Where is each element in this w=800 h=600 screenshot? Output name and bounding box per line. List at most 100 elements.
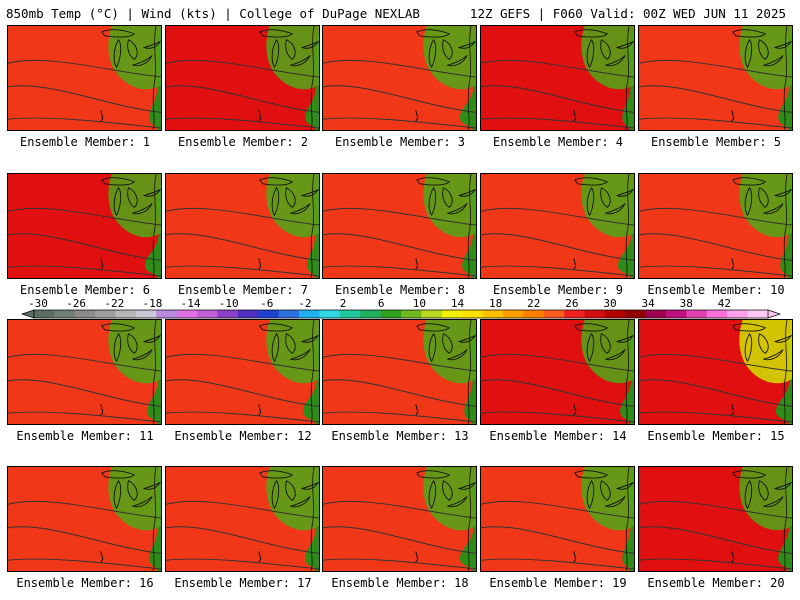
- colorbar-swatch: [360, 310, 381, 318]
- temperature-map: [639, 174, 792, 278]
- colorbar-swatch: [95, 310, 116, 318]
- colorbar-swatch: [339, 310, 361, 318]
- ensemble-member-label: Ensemble Member: 6: [19, 283, 151, 297]
- ensemble-map-panel: [322, 25, 477, 131]
- temperature-map: [639, 26, 792, 130]
- colorbar-swatch: [380, 310, 402, 318]
- temperature-map: [323, 174, 476, 278]
- ensemble-member-label: Ensemble Member: 20: [647, 576, 785, 590]
- colorbar-tick-label: -14: [181, 298, 201, 310]
- colorbar-tick-label: 34: [642, 298, 656, 310]
- ensemble-member-label: Ensemble Member: 12: [174, 429, 312, 443]
- ensemble-member-label: Ensemble Member: 18: [331, 576, 469, 590]
- colorbar-swatch: [115, 310, 137, 318]
- colorbar-swatch: [54, 310, 76, 318]
- colorbar-swatch: [74, 310, 96, 318]
- colorbar-swatch: [543, 310, 565, 318]
- ensemble-member-label: Ensemble Member: 19: [489, 576, 627, 590]
- temperature-map: [8, 26, 161, 130]
- colorbar-swatch: [747, 310, 769, 318]
- colorbar-tick-label: 6: [378, 298, 385, 310]
- ensemble-map-panel: [322, 466, 477, 572]
- temperature-map: [481, 174, 634, 278]
- temperature-map: [323, 26, 476, 130]
- temperature-map: [481, 26, 634, 130]
- temperature-map: [481, 320, 634, 424]
- colorbar-tick-label: -2: [298, 298, 311, 310]
- ensemble-member-label: Ensemble Member: 2: [177, 135, 309, 149]
- ensemble-member-label: Ensemble Member: 17: [174, 576, 312, 590]
- ensemble-member-label: Ensemble Member: 3: [334, 135, 466, 149]
- temperature-map: [323, 467, 476, 571]
- temperature-map: [8, 174, 161, 278]
- colorbar-swatch: [421, 310, 443, 318]
- colorbar-tick-label: -18: [142, 298, 162, 310]
- ensemble-map-panel: [165, 466, 320, 572]
- ensemble-map-panel: [638, 173, 793, 279]
- colorbar-swatch: [34, 310, 55, 318]
- ensemble-map-panel: [480, 319, 635, 425]
- colorbar-swatch: [135, 310, 157, 318]
- chart-title: 850mb Temp (°C) | Wind (kts) | College o…: [6, 6, 420, 21]
- colorbar-swatch: [727, 310, 748, 318]
- colorbar-swatch: [645, 310, 667, 318]
- colorbar-swatch: [258, 310, 279, 318]
- colorbar-tick-label: 30: [603, 298, 616, 310]
- colorbar-swatch: [278, 310, 300, 318]
- ensemble-map-panel: [7, 173, 162, 279]
- ensemble-member-label: Ensemble Member: 13: [331, 429, 469, 443]
- temperature-map: [481, 467, 634, 571]
- colorbar-tick-label: 42: [718, 298, 731, 310]
- ensemble-map-panel: [7, 25, 162, 131]
- ensemble-member-label: Ensemble Member: 11: [16, 429, 154, 443]
- ensemble-member-label: Ensemble Member: 15: [647, 429, 785, 443]
- ensemble-map-panel: [165, 319, 320, 425]
- colorbar-swatch: [237, 310, 259, 318]
- ensemble-member-label: Ensemble Member: 8: [334, 283, 466, 297]
- colorbar-tick-label: 38: [680, 298, 693, 310]
- colorbar-tick-label: 18: [489, 298, 502, 310]
- colorbar-swatch: [686, 310, 708, 318]
- colorbar-tick-label: -6: [260, 298, 273, 310]
- ensemble-member-label: Ensemble Member: 7: [177, 283, 309, 297]
- colorbar-swatch: [401, 310, 422, 318]
- colorbar-swatch: [604, 310, 626, 318]
- colorbar-swatch: [217, 310, 239, 318]
- ensemble-map-panel: [638, 25, 793, 131]
- ensemble-member-label: Ensemble Member: 5: [650, 135, 782, 149]
- colorbar-tick-label: 22: [527, 298, 540, 310]
- colorbar-swatch: [462, 310, 483, 318]
- colorbar-swatch: [564, 310, 585, 318]
- ensemble-map-panel: [322, 319, 477, 425]
- colorbar-swatch: [584, 310, 606, 318]
- colorbar-swatch: [482, 310, 504, 318]
- ensemble-member-label: Ensemble Member: 1: [19, 135, 151, 149]
- colorbar-swatch: [299, 310, 320, 318]
- ensemble-map-panel: [165, 173, 320, 279]
- colorbar-swatch: [319, 310, 341, 318]
- ensemble-map-panel: [480, 466, 635, 572]
- colorbar-swatch: [197, 310, 218, 318]
- colorbar-tick-label: -30: [28, 298, 48, 310]
- colorbar-swatch: [441, 310, 463, 318]
- temperature-map: [8, 320, 161, 424]
- temperature-map: [166, 26, 319, 130]
- temperature-map: [639, 467, 792, 571]
- temperature-map: [639, 320, 792, 424]
- ensemble-member-label: Ensemble Member: 16: [16, 576, 154, 590]
- ensemble-member-label: Ensemble Member: 10: [647, 283, 785, 297]
- colorbar-tick-label: 14: [451, 298, 465, 310]
- temperature-map: [323, 320, 476, 424]
- colorbar-tick-label: 2: [340, 298, 347, 310]
- ensemble-map-panel: [322, 173, 477, 279]
- colorbar-swatch: [156, 310, 178, 318]
- colorbar-swatch: [625, 310, 646, 318]
- colorbar-tick-label: -26: [66, 298, 86, 310]
- temperature-map: [166, 467, 319, 571]
- ensemble-member-label: Ensemble Member: 9: [492, 283, 624, 297]
- temperature-map: [166, 174, 319, 278]
- colorbar-left-arrow: [20, 309, 35, 319]
- temperature-map: [8, 467, 161, 571]
- temperature-map: [166, 320, 319, 424]
- temperature-color-scale: -30 -26 -22 -18 -14 -10 -6 -2 2 6 10 14 18 22 26 30 34 38…: [20, 298, 782, 319]
